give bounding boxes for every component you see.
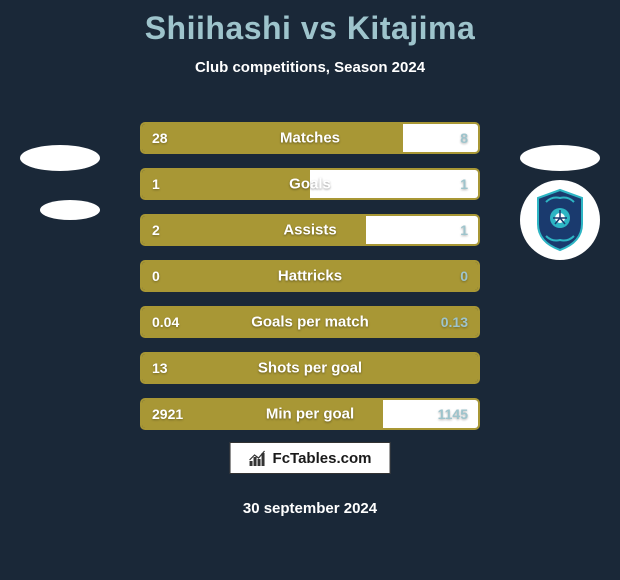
stat-value-left: 13: [152, 360, 168, 376]
team-left-logo-2: [30, 170, 110, 250]
stat-label: Shots per goal: [142, 360, 478, 377]
stat-label: Assists: [142, 222, 478, 239]
subtitle: Club competitions, Season 2024: [0, 59, 620, 76]
stats-bars: Matches288Goals11Assists21Hattricks00Goa…: [140, 122, 480, 444]
ellipse-icon: [40, 200, 100, 220]
stat-value-left: 0: [152, 268, 160, 284]
brand-label: FcTables.com: [273, 450, 372, 467]
stat-value-left: 0.04: [152, 314, 179, 330]
ellipse-icon: [20, 145, 100, 171]
stat-label: Matches: [142, 130, 478, 147]
stat-row: Hattricks0 0: [140, 260, 480, 292]
date-label: 30 september 2024: [0, 500, 620, 517]
stat-value-left: 2: [152, 222, 160, 238]
stat-label: Min per goal: [142, 406, 478, 423]
crest-icon: [532, 188, 588, 252]
stat-value-right: 0: [460, 268, 468, 284]
stat-row: Assists2 1: [140, 214, 480, 246]
ellipse-icon: [520, 145, 600, 171]
stat-value-left: 2921: [152, 406, 183, 422]
stat-value-left: 28: [152, 130, 168, 146]
stat-row: Goals per match0.04 0.13: [140, 306, 480, 338]
stat-row: Shots per goal13: [140, 352, 480, 384]
stat-row: Matches28 8: [140, 122, 480, 154]
stat-label: Hattricks: [142, 268, 478, 285]
stat-row: Goals1 1: [140, 168, 480, 200]
team-right-logo-2: [520, 180, 600, 260]
page-title: Shiihashi vs Kitajima: [0, 0, 620, 47]
brand-chart-icon: [249, 449, 267, 467]
stat-row: Min per goal2921 1145: [140, 398, 480, 430]
brand-box: FcTables.com: [230, 442, 391, 474]
stat-label: Goals: [142, 176, 478, 193]
stat-value-right: 8: [460, 130, 468, 146]
stat-value-right: 1: [460, 222, 468, 238]
stat-value-right: 0.13: [441, 314, 468, 330]
stat-label: Goals per match: [142, 314, 478, 331]
stat-value-right: 1145: [438, 406, 468, 422]
stat-value-left: 1: [152, 176, 160, 192]
stat-value-right: 1: [460, 176, 468, 192]
